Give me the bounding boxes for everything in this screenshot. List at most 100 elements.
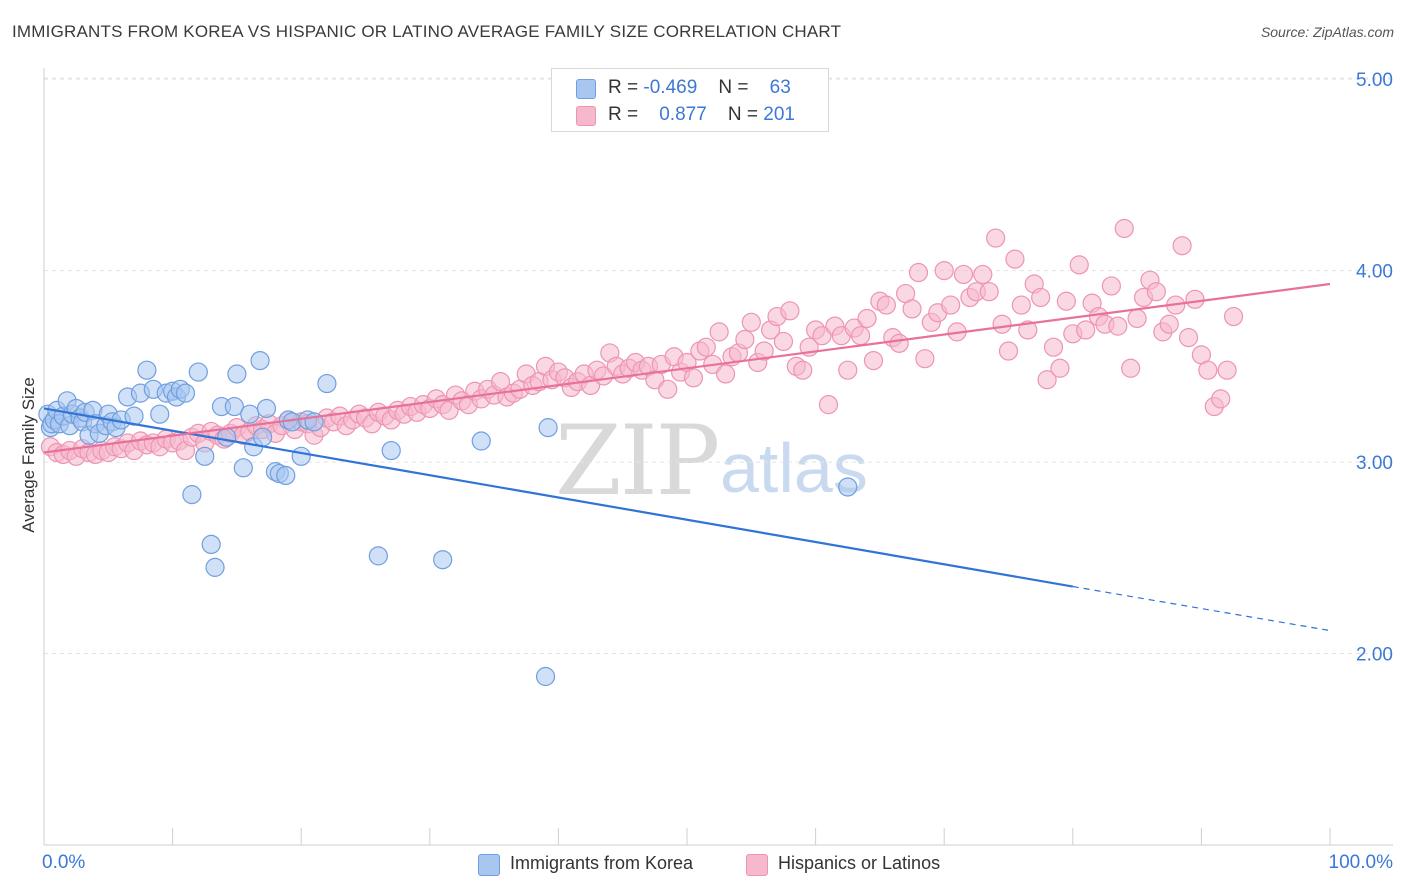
hispanic-point (741, 312, 761, 332)
hispanic-point (973, 264, 993, 285)
korea-point (471, 431, 491, 451)
hispanic-point (1185, 289, 1205, 309)
hispanic-point (1217, 360, 1237, 380)
hispanic-point (915, 349, 935, 369)
korea-point (535, 666, 556, 687)
korea-point (188, 362, 208, 382)
hispanic-point (1121, 358, 1141, 378)
hispanic-point (1005, 249, 1025, 269)
hispanic-point (1043, 337, 1064, 357)
bottom-hispanic-swatch (746, 854, 768, 876)
korea-point (240, 404, 260, 424)
korea-point (381, 440, 401, 461)
hispanic-point (709, 322, 729, 342)
hispanic-point (1076, 320, 1096, 340)
korea-point (201, 534, 221, 555)
korea-point (317, 373, 337, 394)
hispanic-point (986, 228, 1006, 248)
hispanic-point (908, 262, 929, 283)
korea-point (205, 557, 225, 577)
hispanic-point (1108, 316, 1128, 336)
hispanic-point (812, 326, 832, 346)
hispanic-point (838, 360, 858, 380)
hispanic-point (889, 333, 909, 353)
hispanic-trend-line (43, 282, 1331, 454)
hispanic-point (902, 299, 922, 319)
korea-trend-line (43, 407, 1073, 588)
korea-point (276, 465, 296, 486)
hispanic-swatch (576, 106, 596, 126)
korea-point (182, 485, 202, 505)
hispanic-point (1146, 282, 1166, 302)
korea-point (233, 458, 253, 478)
watermark-zip: ZIP (555, 405, 720, 517)
korea-r-label: R = (608, 77, 639, 98)
hispanic-point (876, 295, 896, 315)
bottom-korea-label: Immigrants from Korea (510, 853, 694, 873)
hispanic-point (735, 329, 755, 350)
hispanic-r-label: R = (608, 104, 639, 125)
tick-labels: 2.00 3.00 4.00 5.00 0.0% 100.0% Average Family… (19, 70, 1393, 873)
hispanic-point (818, 395, 839, 415)
hispanic-point (1018, 320, 1038, 340)
hispanic-n-value: 201 (763, 104, 795, 125)
hispanic-point (773, 331, 794, 352)
hispanic-point (1056, 291, 1076, 311)
bottom-hispanic-label: Hispanics or Latinos (778, 853, 941, 873)
korea-point (291, 446, 311, 466)
hispanic-point (1159, 314, 1179, 334)
hispanic-point (1011, 295, 1031, 315)
legend: R = -0.469 N = 63 R = 0.877 N = 201 (551, 68, 829, 132)
hispanic-point (992, 314, 1012, 334)
korea-point (256, 398, 277, 419)
hispanic-point (1172, 236, 1192, 256)
korea-point (175, 383, 196, 403)
hispanic-point (998, 341, 1019, 361)
hispanic-point (1101, 276, 1121, 296)
x-tick-label-end: 100.0% (1329, 852, 1394, 873)
bottom-korea-swatch (478, 854, 500, 876)
korea-n-value: 63 (769, 77, 791, 98)
y-tick-label: 3.00 (1356, 453, 1393, 474)
hispanic-point (715, 364, 736, 384)
hispanic-point (1050, 358, 1070, 378)
hispanic-point (1127, 308, 1147, 329)
hispanic-point (1178, 328, 1199, 348)
chart-title: IMMIGRANTS FROM KOREA VS HISPANIC OR LAT… (12, 22, 842, 41)
korea-point (224, 396, 244, 417)
hispanic-point (1069, 255, 1089, 275)
hispanic-point (696, 337, 716, 357)
hispanic-point (683, 368, 704, 388)
hispanic-point (941, 295, 961, 315)
korea-trend-extension (1072, 585, 1331, 632)
korea-point (150, 404, 170, 424)
y-tick-label: 2.00 (1356, 645, 1393, 666)
hispanic-point (863, 350, 884, 371)
hispanic-point (1198, 360, 1218, 380)
x-tick-label-start: 0.0% (42, 852, 85, 873)
korea-point (227, 364, 247, 384)
hispanic-point (1037, 370, 1057, 390)
hispanic-point (979, 282, 999, 302)
hispanic-point (1031, 287, 1051, 308)
hispanic-point (953, 264, 974, 285)
korea-point (217, 427, 237, 447)
hispanic-point (780, 301, 800, 321)
source-label: Source: ZipAtlas.com (1260, 24, 1394, 40)
korea-point (250, 350, 270, 371)
hispanic-point (857, 308, 877, 329)
axes (43, 68, 1393, 846)
korea-point (433, 550, 453, 570)
hispanic-point (1211, 389, 1231, 409)
korea-point (253, 427, 273, 447)
hispanic-point (851, 326, 871, 346)
hispanic-point (658, 379, 678, 399)
korea-point (137, 360, 157, 380)
hispanic-point (793, 360, 813, 380)
korea-n-label: N = (718, 77, 749, 98)
hispanic-r-value: 0.877 (659, 104, 707, 125)
y-tick-label: 4.00 (1356, 262, 1393, 283)
hispanic-point (1114, 218, 1134, 239)
korea-swatch (576, 79, 596, 99)
